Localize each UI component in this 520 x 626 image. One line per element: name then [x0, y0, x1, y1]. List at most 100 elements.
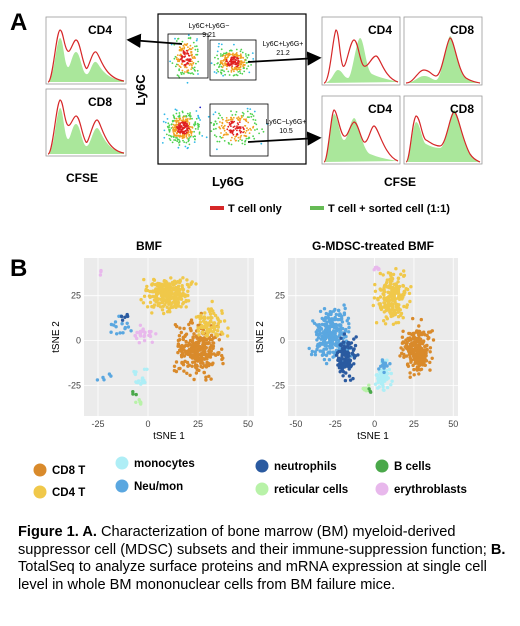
- cell-point: [408, 371, 412, 375]
- cell-point: [172, 368, 177, 373]
- flow-density-dots: [161, 34, 268, 151]
- cell-point: [176, 284, 181, 288]
- cell-point: [337, 338, 341, 343]
- cell-point: [420, 363, 425, 367]
- cell-point: [419, 317, 423, 322]
- cell-point: [133, 333, 137, 338]
- cell-point: [380, 363, 385, 367]
- cell-point: [340, 320, 345, 324]
- cell-point: [148, 300, 153, 305]
- cell-point: [386, 271, 391, 275]
- cell-point: [417, 333, 421, 337]
- cell-point: [337, 313, 341, 318]
- cell-point: [141, 301, 146, 305]
- cell-point: [406, 348, 410, 352]
- cell-point: [213, 313, 218, 318]
- cell-point: [142, 294, 147, 298]
- cell-point: [404, 287, 408, 291]
- cell-point: [149, 329, 153, 334]
- cell-point: [420, 352, 424, 356]
- cell-point: [185, 350, 189, 354]
- plot-title: G-MDSC-treated BMF: [312, 239, 434, 253]
- cell-point: [336, 317, 340, 322]
- cell-point: [194, 315, 199, 319]
- cell-point: [177, 297, 181, 301]
- cell-point: [192, 360, 197, 364]
- cell-point: [174, 305, 178, 310]
- y-tick-label: 0: [76, 336, 81, 346]
- cell-point: [423, 344, 427, 349]
- cell-point: [341, 347, 346, 351]
- caption-heading: Figure 1. A.: [18, 524, 97, 540]
- cell-point: [330, 324, 334, 329]
- cell-point: [212, 352, 216, 356]
- cell-point: [197, 333, 201, 337]
- cell-point: [333, 329, 337, 334]
- y-axis-label: tSNE 2: [255, 321, 266, 353]
- cell-point: [346, 316, 351, 320]
- legend-swatch: [375, 459, 389, 473]
- cell-point: [203, 311, 207, 315]
- cell-point: [184, 298, 188, 303]
- cell-point: [390, 288, 394, 293]
- cell-point: [221, 361, 225, 366]
- cell-point: [317, 323, 321, 327]
- cell-point: [313, 350, 317, 354]
- cell-point: [216, 325, 220, 329]
- legend-label: monocytes: [134, 458, 195, 470]
- cell-point: [196, 329, 201, 333]
- cell-point: [186, 344, 190, 348]
- cell-point: [377, 367, 381, 371]
- cell-point: [341, 365, 345, 370]
- cell-point: [202, 325, 206, 329]
- cell-point: [166, 299, 170, 304]
- panel-a-label: A: [10, 9, 27, 36]
- cell-point: [165, 305, 169, 309]
- cell-point: [320, 334, 324, 338]
- cell-point: [376, 298, 380, 302]
- cell-point: [387, 367, 391, 372]
- cell-point: [145, 284, 149, 289]
- cell-point: [320, 322, 325, 327]
- gate-3-value: 10.5: [279, 128, 293, 135]
- cell-point: [307, 346, 311, 351]
- cell-point: [134, 392, 138, 397]
- cell-point: [389, 308, 393, 312]
- left-hist-bottom: CD8: [45, 88, 127, 157]
- cell-point: [205, 326, 209, 330]
- panel-b-label: B: [10, 255, 27, 282]
- cell-point: [189, 355, 193, 359]
- cell-point: [138, 400, 142, 404]
- cell-point: [171, 287, 175, 292]
- cell-point: [200, 360, 204, 364]
- cell-point: [123, 325, 128, 330]
- cell-point: [221, 356, 225, 360]
- cell-point: [204, 365, 209, 369]
- cell-point: [337, 349, 341, 354]
- cell-point: [180, 284, 184, 288]
- cell-point: [208, 353, 212, 357]
- cell-point: [168, 282, 172, 286]
- cell-point: [327, 358, 332, 362]
- cell-point: [402, 269, 406, 273]
- cell-point: [362, 386, 366, 391]
- cell-point: [214, 332, 218, 336]
- cell-point: [194, 282, 198, 286]
- cell-point: [107, 372, 112, 376]
- cell-point: [189, 327, 193, 332]
- legend-label: neutrophils: [274, 461, 337, 473]
- cell-point: [208, 309, 212, 314]
- cell-point: [391, 322, 396, 326]
- cell-point: [174, 291, 179, 296]
- cell-point: [155, 284, 160, 288]
- x-tick-label: -25: [91, 419, 104, 429]
- cell-point: [391, 272, 396, 277]
- gate-2-value: 21.2: [276, 50, 290, 57]
- cell-point: [394, 321, 398, 325]
- cell-point: [181, 276, 185, 280]
- cell-point: [113, 320, 118, 324]
- legend-label-t-cell-only: T cell only: [228, 203, 283, 215]
- cell-point: [137, 341, 141, 345]
- cell-point: [319, 337, 323, 341]
- cell-point: [401, 341, 406, 345]
